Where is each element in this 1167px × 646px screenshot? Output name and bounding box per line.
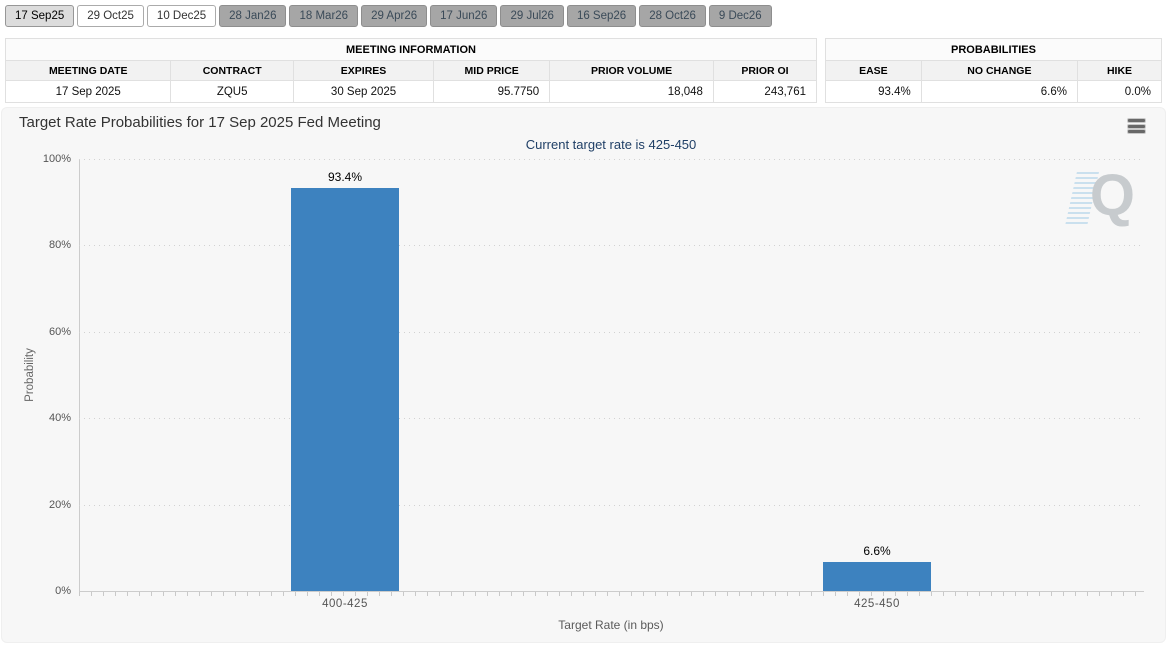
x-axis-title: Target Rate (in bps) xyxy=(558,618,664,632)
probabilities-caption: PROBABILITIES xyxy=(825,38,1162,61)
x-category-label-400-425: 400-425 xyxy=(322,598,368,610)
chart-card: Target Rate Probabilities for 17 Sep 202… xyxy=(1,107,1166,643)
y-tick-label-0: 0% xyxy=(55,585,71,597)
tab-28-oct26[interactable]: 28 Oct26 xyxy=(639,5,706,27)
y-tick-label-20: 20% xyxy=(48,498,71,511)
tab-17-sep25[interactable]: 17 Sep25 xyxy=(5,5,75,27)
x-axis-minor-ticks xyxy=(79,592,1143,596)
y-tick-label-100: 100% xyxy=(42,153,71,165)
hamburger-icon xyxy=(1128,124,1145,128)
x-category-label-425-450: 425-450 xyxy=(854,598,900,610)
y-tick-label-60: 60% xyxy=(48,325,71,338)
meeting-information-table: MEETING INFORMATION MEETING DATE CONTRAC… xyxy=(4,38,818,103)
tab-29-jul26[interactable]: 29 Jul26 xyxy=(500,5,564,27)
tab-16-sep26[interactable]: 16 Sep26 xyxy=(566,5,637,27)
chart-title: Target Rate Probabilities for 17 Sep 202… xyxy=(19,114,381,131)
tab-28-jan26[interactable]: 28 Jan26 xyxy=(219,5,287,27)
quikstrike-watermark-icon: Q xyxy=(1065,163,1141,232)
gridline-60 xyxy=(79,331,1143,333)
meeting-tab-strip: 17 Sep25 29 Oct25 10 Dec25 28 Jan26 18 Mar26… xyxy=(5,5,772,27)
gridline-100 xyxy=(79,159,1143,160)
probabilities-row: 93.4% 6.6% 0.0% xyxy=(825,80,1163,103)
no-change-value: 6.6% xyxy=(920,80,1078,103)
chart-subtitle: Current target rate is 425-450 xyxy=(525,137,697,152)
meeting-date-value: 17 Sep 2025 xyxy=(4,80,172,103)
chart-menu-button[interactable] xyxy=(1128,119,1145,133)
col-expires: EXPIRES xyxy=(292,60,435,81)
bar-400-425[interactable] xyxy=(291,187,399,591)
tables-row: MEETING INFORMATION MEETING DATE CONTRAC… xyxy=(4,38,1163,103)
prior-oi-value: 243,761 xyxy=(712,80,818,103)
expires-value: 30 Sep 2025 xyxy=(292,80,435,103)
meeting-information-caption: MEETING INFORMATION xyxy=(5,38,817,61)
tab-10-dec25[interactable]: 10 Dec25 xyxy=(146,5,217,27)
col-no-change: NO CHANGE xyxy=(920,60,1078,81)
col-meeting-date: MEETING DATE xyxy=(4,60,172,81)
col-mid-price: MID PRICE xyxy=(433,60,551,81)
hike-value: 0.0% xyxy=(1076,80,1163,103)
probabilities-table: PROBABILITIES EASE NO CHANGE HIKE 93.4% … xyxy=(825,38,1163,103)
y-tick-label-40: 40% xyxy=(48,412,71,425)
col-prior-volume: PRIOR VOLUME xyxy=(549,60,714,81)
gridline-20 xyxy=(79,504,1143,506)
watermark-stripes xyxy=(1065,172,1099,226)
ease-value: 93.4% xyxy=(825,80,922,103)
watermark-letter: Q xyxy=(1089,163,1135,228)
col-prior-oi: PRIOR OI xyxy=(712,60,818,81)
y-axis-title: Probability xyxy=(24,348,36,402)
gridline-80 xyxy=(79,245,1143,247)
bar-value-label-400-425: 93.4% xyxy=(327,169,363,184)
col-ease: EASE xyxy=(825,60,922,81)
tab-9-dec26[interactable]: 9 Dec26 xyxy=(708,5,772,27)
bar-425-450[interactable] xyxy=(823,562,931,591)
bar-value-label-425-450: 6.6% xyxy=(863,544,891,559)
tab-17-jun26[interactable]: 17 Jun26 xyxy=(430,5,498,27)
tab-29-oct25[interactable]: 29 Oct25 xyxy=(77,5,144,27)
tab-29-apr26[interactable]: 29 Apr26 xyxy=(361,5,428,27)
col-contract: CONTRACT xyxy=(170,60,294,81)
gridline-40 xyxy=(79,418,1143,420)
meeting-information-row: 17 Sep 2025 ZQU5 30 Sep 2025 95.7750 18,… xyxy=(4,80,818,103)
col-hike: HIKE xyxy=(1076,60,1163,81)
contract-value: ZQU5 xyxy=(170,80,294,103)
y-axis-line xyxy=(79,159,80,591)
hamburger-icon xyxy=(1128,119,1145,122)
prior-volume-value: 18,048 xyxy=(549,80,714,103)
tab-18-mar26[interactable]: 18 Mar26 xyxy=(289,5,359,27)
hamburger-icon xyxy=(1128,130,1145,133)
mid-price-value: 95.7750 xyxy=(433,80,551,103)
x-axis-line xyxy=(79,591,1144,592)
y-tick-label-80: 80% xyxy=(48,239,71,252)
